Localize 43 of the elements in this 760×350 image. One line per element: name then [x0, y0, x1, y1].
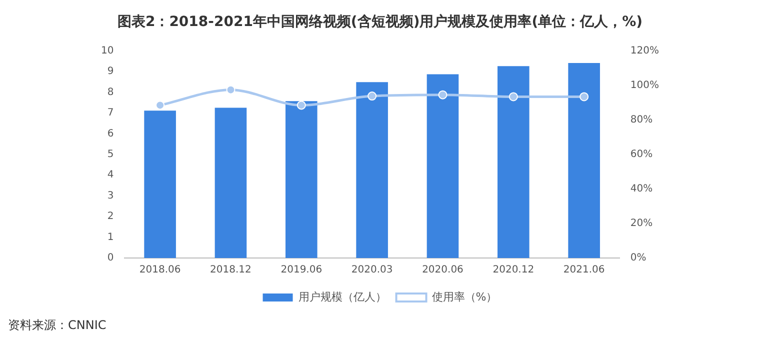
- point: [156, 100, 165, 110]
- text: 资料来源：CNNIC: [8, 317, 108, 334]
- point: [296, 100, 306, 110]
- x-tick-label: 2020.06: [422, 264, 464, 276]
- y-tick-label: 5: [107, 148, 114, 160]
- y-tick-label: 7: [107, 108, 114, 119]
- legend-label: 用户规模（亿人）: [298, 290, 386, 304]
- y-tick-label: 2: [107, 211, 114, 222]
- x-tick-label: 2020.12: [492, 264, 534, 276]
- bar: [214, 108, 247, 258]
- chart-title: 图表2：2018-2021年中国网络视频(含短视频)用户规模及使用率(单位：亿人，%): [117, 13, 643, 30]
- point: [508, 92, 518, 102]
- y-tick-label: 9: [107, 66, 114, 78]
- x-tick-label: 2019.06: [280, 264, 322, 276]
- y2-tick-label: 80%: [630, 114, 653, 126]
- y2-tick-label: 60%: [630, 148, 653, 160]
- x-tick-label: 2020.03: [351, 264, 393, 276]
- bar: [286, 101, 318, 258]
- legend-label: 使用率（%）: [432, 290, 498, 304]
- point: [226, 85, 236, 94]
- y-tick-label: 0: [107, 252, 114, 264]
- bar: [568, 63, 600, 258]
- x-tick-label: 2021.06: [563, 264, 605, 276]
- point: [580, 92, 589, 102]
- y2-tick-label: 20%: [630, 218, 653, 230]
- bar: [356, 82, 388, 258]
- point: [368, 92, 377, 101]
- y-tick-label: 3: [107, 190, 114, 202]
- point: [438, 90, 448, 100]
- x-tick-label: 2018.12: [210, 264, 252, 276]
- bar: [498, 66, 530, 258]
- y-tick-label: 4: [107, 170, 114, 181]
- y2-tick-label: 120%: [630, 45, 660, 56]
- bar: [144, 110, 176, 258]
- y2-tick-label: 0%: [630, 252, 646, 264]
- y-tick-label: 6: [107, 128, 114, 140]
- y-tick-label: 1: [107, 232, 114, 243]
- y-tick-label: 10: [100, 45, 114, 56]
- bar: [426, 74, 459, 258]
- x-tick-label: 2018.06: [139, 264, 181, 276]
- y-tick-label: 8: [107, 86, 114, 98]
- y2-tick-label: 40%: [630, 184, 653, 195]
- y2-tick-label: 100%: [630, 80, 660, 91]
